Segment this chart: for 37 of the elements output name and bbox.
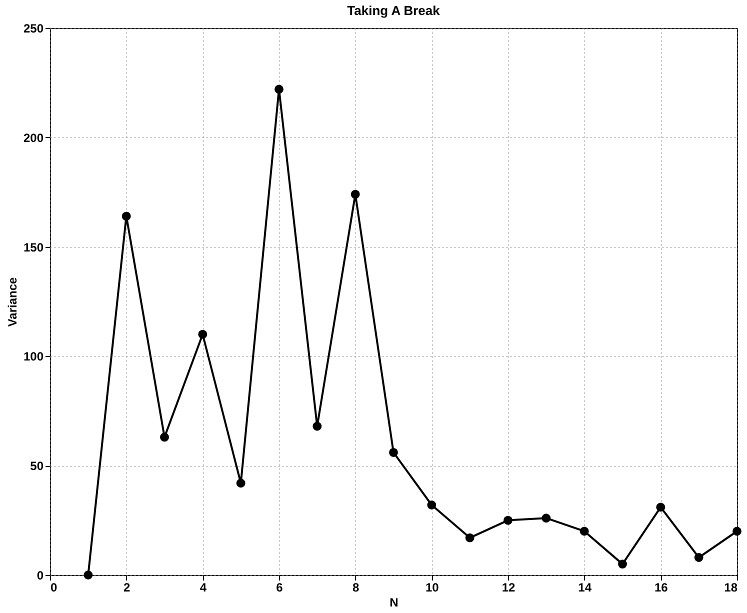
point xyxy=(312,422,322,431)
x-tick-label: 12 xyxy=(502,580,516,594)
x-tick-label: 2 xyxy=(123,580,130,594)
x-tick-label: 16 xyxy=(654,580,668,594)
y-tick-label: 250 xyxy=(23,22,44,36)
point xyxy=(236,478,246,488)
point xyxy=(122,212,131,221)
y-tick-label: 50 xyxy=(30,459,44,474)
point xyxy=(542,514,551,523)
x-axis-title: N xyxy=(390,596,398,610)
chart-title: Taking A Break xyxy=(347,3,441,18)
point xyxy=(694,553,704,562)
y-tick-label: 150 xyxy=(23,240,44,254)
x-tick-label: 10 xyxy=(425,580,440,594)
point xyxy=(504,516,512,525)
point xyxy=(656,502,666,512)
point xyxy=(350,190,360,199)
y-tick-label: 100 xyxy=(23,350,44,364)
x-tick-label: 18 xyxy=(724,580,738,594)
x-tick-label: 4 xyxy=(200,580,207,594)
point xyxy=(732,526,742,536)
point xyxy=(198,330,208,339)
point xyxy=(465,533,474,542)
x-tick-label: 8 xyxy=(352,580,360,594)
x-tick-label: 0 xyxy=(50,580,58,594)
point xyxy=(274,84,284,94)
y-tick-label: 200 xyxy=(23,130,44,145)
point xyxy=(580,526,589,536)
point xyxy=(427,500,436,510)
x-tick-label: 6 xyxy=(276,580,284,594)
point xyxy=(618,560,627,569)
y-axis-title: Variance xyxy=(5,276,20,327)
point xyxy=(160,432,169,442)
y-tick-label: 0 xyxy=(36,568,44,582)
x-tick-label: 14 xyxy=(578,580,592,594)
point xyxy=(84,570,93,580)
point xyxy=(389,448,398,457)
